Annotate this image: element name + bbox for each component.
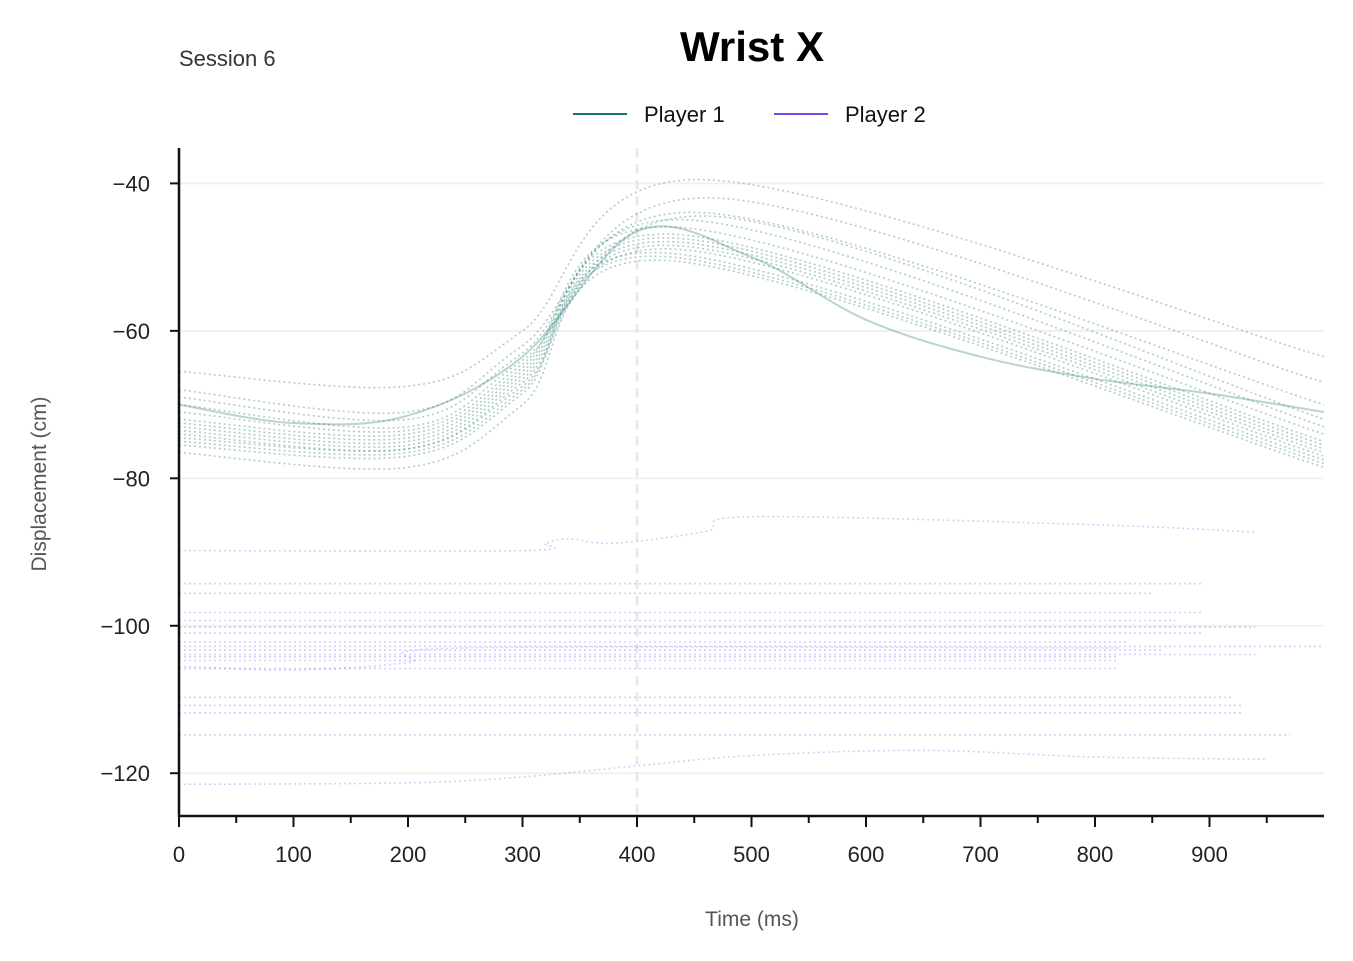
player-1-trial-line: [178, 218, 1325, 433]
player-1-trial-line: [178, 237, 1325, 446]
chart-subtitle: Session 6: [179, 46, 276, 71]
chart-title: Wrist X: [680, 23, 824, 70]
x-tick-label: 700: [962, 842, 999, 867]
x-tick-label: 100: [275, 842, 312, 867]
y-tick-label: −60: [113, 319, 150, 344]
player-2-trial-line: [178, 515, 1256, 552]
player-2-trial-line: [178, 749, 1267, 786]
x-tick-label: 0: [173, 842, 185, 867]
series-player-2: [178, 515, 1324, 786]
x-tick-label: 400: [619, 842, 656, 867]
x-tick-label: 600: [848, 842, 885, 867]
gridlines: [179, 182, 1324, 775]
legend-label-player-1: Player 1: [644, 102, 725, 127]
legend: Player 1 Player 2: [573, 102, 926, 127]
x-axis-label: Time (ms): [705, 908, 799, 931]
x-tick-label: 200: [390, 842, 427, 867]
x-tick-label: 300: [504, 842, 541, 867]
x-tick-label: 500: [733, 842, 770, 867]
player-1-trial-line: [178, 233, 1325, 443]
player-1-mean-line: [178, 225, 1325, 426]
player-1-trial-line: [178, 240, 1325, 450]
player-1-trial-line: [178, 211, 1325, 422]
y-tick-label: −100: [100, 614, 150, 639]
x-tick-label: 800: [1077, 842, 1114, 867]
player-1-trial-line: [178, 178, 1325, 389]
axes: −40 −60 −80 −100 −120 0 100 200 300 400 500 600 700 8…: [100, 148, 1324, 867]
y-axis-label: Displacement (cm): [28, 396, 51, 571]
y-tick-label: −80: [113, 466, 150, 491]
x-tick-label: 900: [1191, 842, 1228, 867]
player-1-trial-line: [178, 255, 1325, 465]
player-1-trial-line: [178, 226, 1325, 437]
player-1-trial-line: [178, 244, 1325, 454]
player-2-trial-line: [178, 645, 1118, 671]
series-player-1: [178, 178, 1325, 470]
player-1-trial-line: [178, 197, 1325, 415]
legend-label-player-2: Player 2: [845, 102, 926, 127]
y-tick-label: −40: [113, 171, 150, 196]
y-tick-label: −120: [100, 761, 150, 786]
player-1-trial-line: [178, 251, 1325, 461]
player-1-trial-line: [178, 259, 1325, 470]
